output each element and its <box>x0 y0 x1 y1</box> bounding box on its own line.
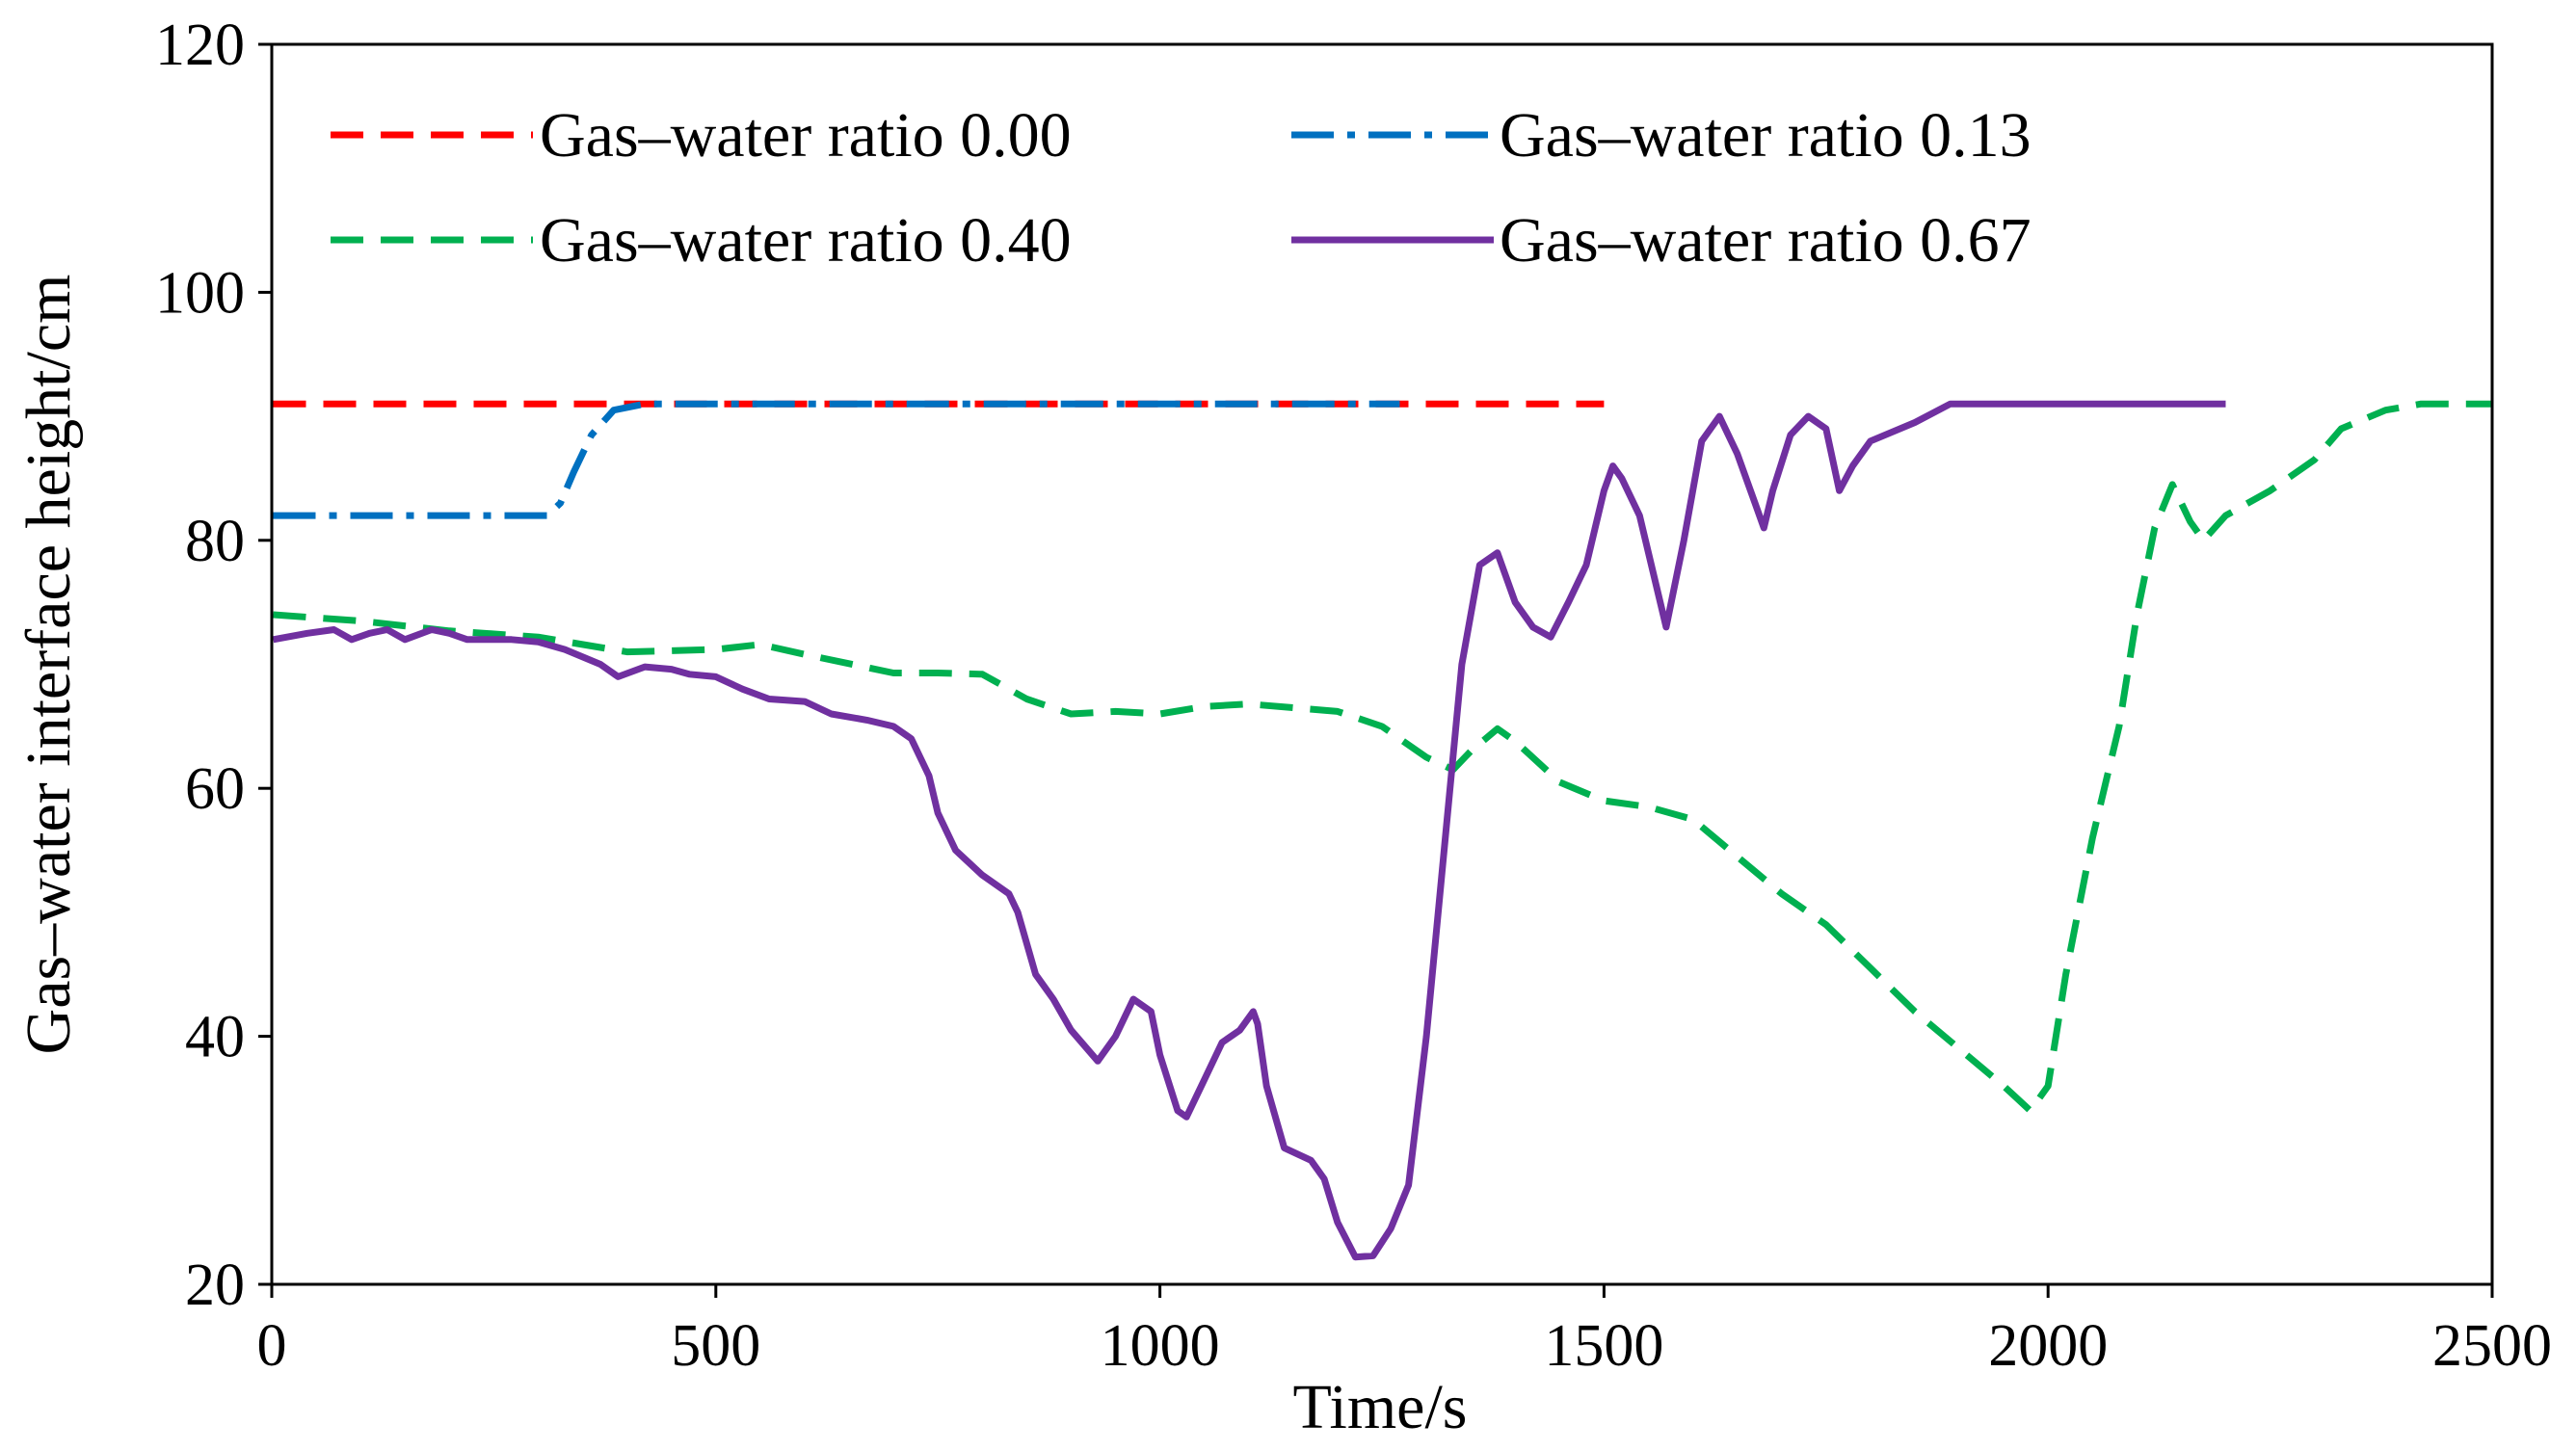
x-axis-title: Time/s <box>1293 1372 1468 1442</box>
y-tick-label: 100 <box>155 260 245 326</box>
plot-area-frame <box>270 42 2494 1286</box>
y-tick-label: 40 <box>185 1005 245 1070</box>
x-tick-label: 0 <box>257 1313 287 1379</box>
legend: Gas–water ratio 0.00 Gas–water ratio 0.13… <box>331 100 2032 276</box>
series-line-ratio-0-67 <box>272 400 2226 1261</box>
y-tick-label: 20 <box>185 1253 245 1318</box>
legend-item-ratio-0-40: Gas–water ratio 0.40 <box>331 205 1072 276</box>
legend-label: Gas–water ratio 0.00 <box>540 100 1072 171</box>
x-tick-label: 2000 <box>1988 1313 2108 1379</box>
x-axis-ticks: 0 500 1000 1500 2000 2500 <box>257 1284 2552 1379</box>
legend-item-ratio-0-13: Gas–water ratio 0.13 <box>1291 100 2032 171</box>
legend-item-ratio-0-67: Gas–water ratio 0.67 <box>1291 205 2032 276</box>
y-axis-ticks: 20 40 60 80 100 120 <box>155 13 272 1318</box>
x-tick-label: 1000 <box>1101 1313 1220 1379</box>
legend-label: Gas–water ratio 0.40 <box>540 205 1072 276</box>
series-line-ratio-0-13 <box>273 400 1400 519</box>
y-tick-label: 60 <box>185 756 245 822</box>
legend-label: Gas–water ratio 0.13 <box>1500 100 2032 171</box>
legend-label: Gas–water ratio 0.67 <box>1500 205 2032 276</box>
series-layer <box>272 400 2491 1261</box>
y-axis-title: Gas–water interface height/cm <box>13 275 84 1055</box>
series-line-ratio-0-40 <box>273 400 2491 1115</box>
legend-item-ratio-0-00: Gas–water ratio 0.00 <box>331 100 1072 171</box>
x-tick-label: 2500 <box>2432 1313 2552 1379</box>
y-tick-label: 80 <box>185 509 245 574</box>
x-tick-label: 1500 <box>1544 1313 1663 1379</box>
x-tick-label: 500 <box>671 1313 760 1379</box>
y-tick-label: 120 <box>155 13 245 78</box>
